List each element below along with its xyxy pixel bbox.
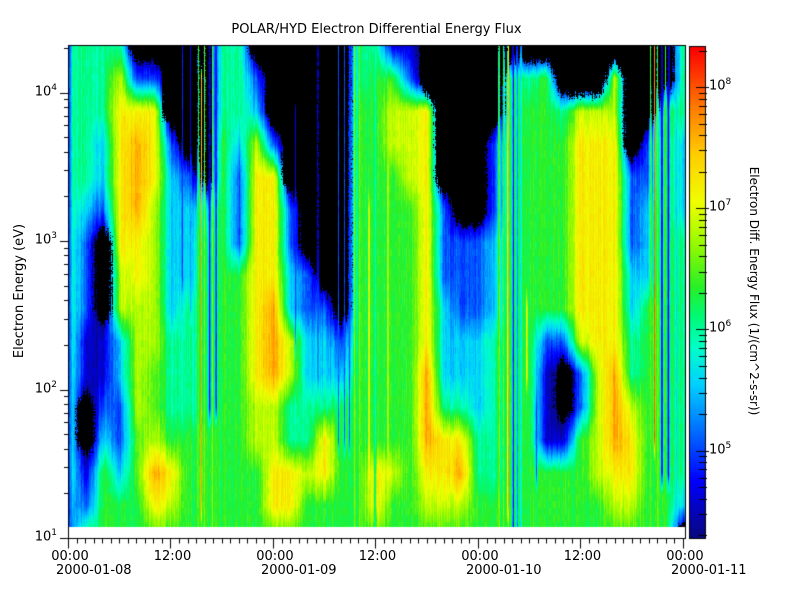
y-axis-tick-label: 101 bbox=[34, 528, 57, 545]
x-axis-time-label: 12:00 bbox=[563, 549, 602, 564]
x-axis-date-label: 2000-01-11 bbox=[670, 563, 747, 578]
plot-title: POLAR/HYD Electron Differential Energy F… bbox=[231, 22, 522, 37]
colorbar-tick-label: 108 bbox=[709, 77, 732, 94]
y-axis-tick-label: 103 bbox=[34, 231, 57, 248]
x-axis-time-label: 00:00 bbox=[666, 549, 704, 564]
y-axis-label: Electron Energy (eV) bbox=[12, 223, 27, 359]
y-axis-tick-label: 102 bbox=[34, 379, 57, 396]
x-axis-time-label: 12:00 bbox=[153, 549, 192, 564]
x-axis-time-label: 00:00 bbox=[461, 549, 499, 564]
colorbar-tick-label: 107 bbox=[709, 198, 732, 215]
x-axis-time-label: 00:00 bbox=[256, 549, 294, 564]
x-axis-date-label: 2000-01-08 bbox=[56, 563, 132, 578]
x-axis-time-label: 00:00 bbox=[51, 549, 89, 564]
y-axis-tick-label: 104 bbox=[34, 82, 57, 99]
x-axis-date-label: 2000-01-09 bbox=[260, 563, 337, 578]
x-axis-time-label: 12:00 bbox=[358, 549, 397, 564]
colorbar-tick-label: 106 bbox=[709, 319, 732, 336]
colorbar-label: Electron Diff. Energy Flux (1/(cm^2-s-sr… bbox=[747, 166, 761, 416]
colorbar-tick-label: 105 bbox=[709, 440, 732, 458]
x-axis-date-label: 2000-01-10 bbox=[465, 563, 542, 578]
